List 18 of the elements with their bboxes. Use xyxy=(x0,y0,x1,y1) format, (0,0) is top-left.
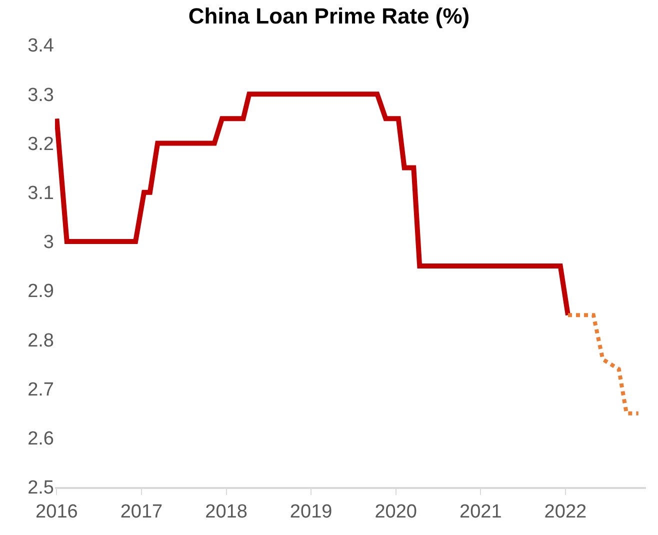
y-tick-label: 3 xyxy=(43,232,54,254)
y-tick-label: 2.9 xyxy=(28,281,54,302)
y-tick-label: 3.3 xyxy=(28,84,54,106)
y-tick-label: 2.6 xyxy=(28,428,54,450)
x-tick-label: 2017 xyxy=(120,502,163,523)
y-tick-label: 3.4 xyxy=(28,36,54,57)
y-tick-label: 2.5 xyxy=(28,478,54,499)
y-tick-label: 2.7 xyxy=(28,379,54,400)
chart-title: China Loan Prime Rate (%) xyxy=(188,3,470,28)
x-tick-label: 2016 xyxy=(36,502,78,523)
x-tick-label: 2019 xyxy=(290,502,332,523)
x-tick-label: 2018 xyxy=(205,502,248,523)
x-tick-label: 2021 xyxy=(460,502,502,523)
y-tick-label: 3.2 xyxy=(28,134,54,155)
y-tick-label: 2.8 xyxy=(28,330,54,352)
y-tick-label: 3.1 xyxy=(28,182,54,204)
x-tick-label: 2022 xyxy=(544,502,587,523)
x-tick-label: 2020 xyxy=(374,502,417,523)
